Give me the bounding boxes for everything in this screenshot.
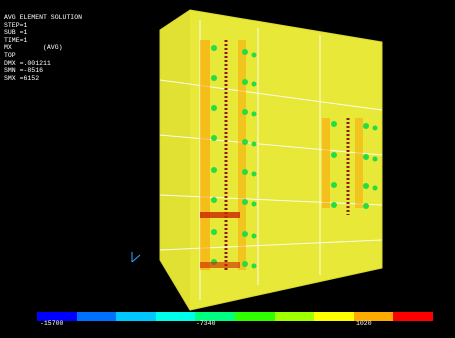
colorbar-tick-label: -7340 xyxy=(196,320,216,327)
legend-layer: TOP xyxy=(4,51,16,59)
colorbar-tick-label: -15700 xyxy=(40,320,64,327)
colorbar-swatch xyxy=(393,312,433,321)
colorbar-tick-label: 1020 xyxy=(356,320,372,327)
legend-component: MX (AVG) xyxy=(4,44,63,52)
stress-spots-left xyxy=(200,40,257,272)
stress-spots-right xyxy=(322,118,378,215)
legend-sub: SUB =1 xyxy=(4,29,28,37)
result-legend: AVG ELEMENT SOLUTION STEP=1 SUB =1 TIME=… xyxy=(4,14,82,82)
legend-smn: SMN =-8516 xyxy=(4,67,44,75)
legend-dmx: DMX =.001211 xyxy=(4,59,51,67)
colorbar-swatch xyxy=(76,312,117,321)
colorbar-swatch xyxy=(314,312,354,321)
colorbar-swatch xyxy=(116,312,156,321)
colorbar-swatch xyxy=(353,312,394,321)
colorbar-swatch xyxy=(155,312,196,321)
colorbar-swatch xyxy=(274,312,315,321)
legend-step: STEP=1 xyxy=(4,21,28,29)
legend-time: TIME=1 xyxy=(4,36,28,44)
legend-title: AVG ELEMENT SOLUTION xyxy=(4,14,83,21)
colorbar-swatch xyxy=(195,312,235,321)
contour-colorbar xyxy=(37,312,433,321)
legend-smx: SMX =6152 xyxy=(4,74,40,82)
colorbar-swatch xyxy=(37,312,77,321)
coordinate-triad xyxy=(131,252,141,263)
plate-surface xyxy=(159,9,383,311)
colorbar-swatch xyxy=(234,312,275,321)
